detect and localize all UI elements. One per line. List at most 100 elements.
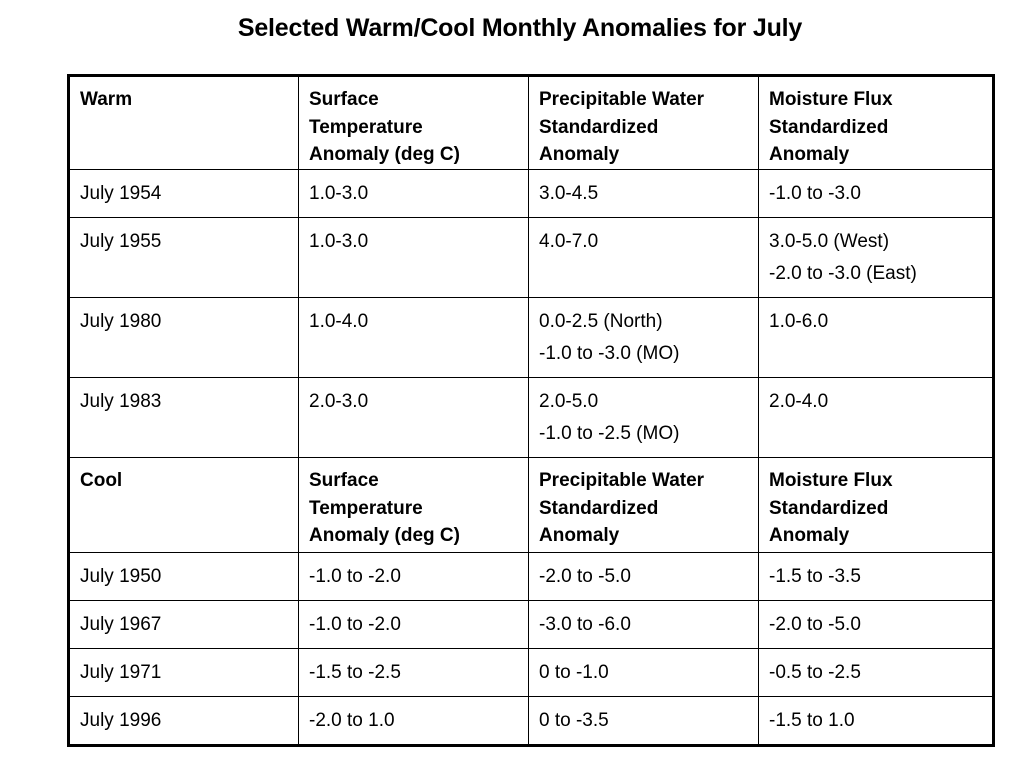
- surface-temp-header: Surface Temperature Anomaly (deg C): [298, 75, 529, 170]
- cell-value: -3.0 to -6.0: [539, 614, 631, 635]
- header-text-line: Precipitable Water: [539, 89, 705, 110]
- table-row: July 1971 -1.5 to -2.5 0 to -1.0 -0.5 to -2…: [68, 648, 994, 697]
- header-text-line: Surface: [309, 470, 379, 491]
- moisture-flux-header: Moisture Flux Standardized Anomaly: [758, 75, 994, 170]
- cell-value: -1.0 to -2.0: [309, 614, 401, 635]
- header-text-line: Temperature: [309, 116, 423, 138]
- header-text-line: Cool: [80, 470, 123, 491]
- surface-temp-header: Surface Temperature Anomaly (deg C): [298, 457, 529, 553]
- surface-temp-cell: 2.0-3.0: [298, 377, 529, 458]
- group-label: Warm: [68, 75, 299, 170]
- cool-header-row: Cool Surface Temperature Anomaly (deg C) Pre…: [68, 457, 994, 553]
- precip-water-cell: -3.0 to -6.0: [528, 600, 759, 649]
- cell-value: -1.5 to -2.5: [309, 662, 401, 683]
- month-cell: July 1971: [68, 648, 299, 697]
- cell-value: July 1996: [80, 710, 162, 731]
- header-text-line: Temperature: [309, 497, 423, 519]
- cell-value: -2.0 to 1.0: [309, 710, 395, 731]
- anomalies-table-body: Warm Surface Temperature Anomaly (deg C) Pre…: [68, 75, 994, 746]
- cell-value: -1.5 to 1.0: [769, 710, 855, 731]
- month-cell: July 1980: [68, 297, 299, 378]
- moisture-flux-cell: -1.5 to -3.5: [758, 552, 994, 601]
- header-text-line: Anomaly: [539, 144, 620, 165]
- precip-water-cell: 0.0-2.5 (North) -1.0 to -3.0 (MO): [528, 297, 759, 378]
- table-row: July 1983 2.0-3.0 2.0-5.0 -1.0 to -2.5 (MO)…: [68, 377, 994, 458]
- group-label: Cool: [68, 457, 299, 553]
- header-text-line: Anomaly: [539, 525, 620, 546]
- cell-value: -1.5 to -3.5: [769, 566, 861, 587]
- cell-value: 2.0-5.0: [539, 391, 599, 412]
- precip-water-cell: 2.0-5.0 -1.0 to -2.5 (MO): [528, 377, 759, 458]
- surface-temp-cell: -1.0 to -2.0: [298, 600, 529, 649]
- cell-value: -1.0 to -2.0: [309, 566, 401, 587]
- header-text-line: Moisture Flux: [769, 470, 893, 491]
- surface-temp-cell: 1.0-3.0: [298, 169, 529, 218]
- cell-value: -2.0 to -5.0: [539, 566, 631, 587]
- month-cell: July 1954: [68, 169, 299, 218]
- table-row: July 1954 1.0-3.0 3.0-4.5 -1.0 to -3.0: [68, 169, 994, 218]
- cell-value: -2.0 to -3.0 (East): [769, 263, 917, 284]
- header-text-line: Surface: [309, 89, 379, 110]
- moisture-flux-cell: -1.5 to 1.0: [758, 696, 994, 746]
- cell-value: July 1955: [80, 231, 162, 252]
- cell-value: 2.0-3.0: [309, 391, 369, 412]
- page-title: Selected Warm/Cool Monthly Anomalies for…: [237, 14, 803, 42]
- table-row: July 1996 -2.0 to 1.0 0 to -3.5 -1.5 to 1.0: [68, 696, 994, 746]
- month-cell: July 1955: [68, 217, 299, 298]
- precip-water-cell: -2.0 to -5.0: [528, 552, 759, 601]
- table-row: July 1955 1.0-3.0 4.0-7.0 3.0-5.0 (West) -2.…: [68, 217, 994, 298]
- precip-water-cell: 0 to -3.5: [528, 696, 759, 746]
- header-text-line: Standardized: [769, 497, 889, 519]
- month-cell: July 1967: [68, 600, 299, 649]
- header-text-line: Anomaly (deg C): [309, 144, 460, 165]
- month-cell: July 1983: [68, 377, 299, 458]
- cell-value: -2.0 to -5.0: [769, 614, 861, 635]
- cell-value: -1.0 to -2.5 (MO): [539, 423, 680, 444]
- precip-water-cell: 3.0-4.5: [528, 169, 759, 218]
- cell-value: 2.0-4.0: [769, 391, 829, 412]
- cell-value: July 1967: [80, 614, 162, 635]
- header-text-line: Standardized: [539, 497, 659, 519]
- cell-value: 0.0-2.5 (North): [539, 311, 663, 332]
- cell-value: July 1980: [80, 311, 162, 332]
- moisture-flux-cell: 3.0-5.0 (West) -2.0 to -3.0 (East): [758, 217, 994, 298]
- cell-value: 0 to -3.5: [539, 710, 609, 731]
- moisture-flux-cell: -0.5 to -2.5: [758, 648, 994, 697]
- header-text-line: Precipitable Water: [539, 470, 705, 491]
- header-text-line: Standardized: [769, 116, 889, 138]
- precip-water-header: Precipitable Water Standardized Anomaly: [528, 75, 759, 170]
- precip-water-cell: 4.0-7.0: [528, 217, 759, 298]
- cell-value: -1.0 to -3.0 (MO): [539, 343, 680, 364]
- moisture-flux-cell: 2.0-4.0: [758, 377, 994, 458]
- moisture-flux-cell: 1.0-6.0: [758, 297, 994, 378]
- month-cell: July 1996: [68, 696, 299, 746]
- header-text-line: Anomaly: [769, 525, 850, 546]
- surface-temp-cell: -2.0 to 1.0: [298, 696, 529, 746]
- header-text-line: Warm: [80, 89, 133, 110]
- cell-value: 1.0-4.0: [309, 311, 369, 332]
- cell-value: -1.0 to -3.0: [769, 183, 861, 204]
- surface-temp-cell: 1.0-4.0: [298, 297, 529, 378]
- month-cell: July 1950: [68, 552, 299, 601]
- table-row: July 1980 1.0-4.0 0.0-2.5 (North) -1.0 to -…: [68, 297, 994, 378]
- surface-temp-cell: 1.0-3.0: [298, 217, 529, 298]
- moisture-flux-header: Moisture Flux Standardized Anomaly: [758, 457, 994, 553]
- cell-value: 1.0-3.0: [309, 183, 369, 204]
- cell-value: July 1971: [80, 662, 162, 683]
- precip-water-header: Precipitable Water Standardized Anomaly: [528, 457, 759, 553]
- cell-value: July 1950: [80, 566, 162, 587]
- cell-value: July 1954: [80, 183, 162, 204]
- header-text-line: Moisture Flux: [769, 89, 893, 110]
- surface-temp-cell: -1.5 to -2.5: [298, 648, 529, 697]
- moisture-flux-cell: -1.0 to -3.0: [758, 169, 994, 218]
- table-row: July 1950 -1.0 to -2.0 -2.0 to -5.0 -1.5 to…: [68, 552, 994, 601]
- surface-temp-cell: -1.0 to -2.0: [298, 552, 529, 601]
- cell-value: 0 to -1.0: [539, 662, 609, 683]
- cell-value: 3.0-4.5: [539, 183, 599, 204]
- cell-value: 1.0-6.0: [769, 311, 829, 332]
- precip-water-cell: 0 to -1.0: [528, 648, 759, 697]
- table-row: July 1967 -1.0 to -2.0 -3.0 to -6.0 -2.0 to…: [68, 600, 994, 649]
- cell-value: -0.5 to -2.5: [769, 662, 861, 683]
- cell-value: July 1983: [80, 391, 162, 412]
- header-text-line: Anomaly (deg C): [309, 525, 460, 546]
